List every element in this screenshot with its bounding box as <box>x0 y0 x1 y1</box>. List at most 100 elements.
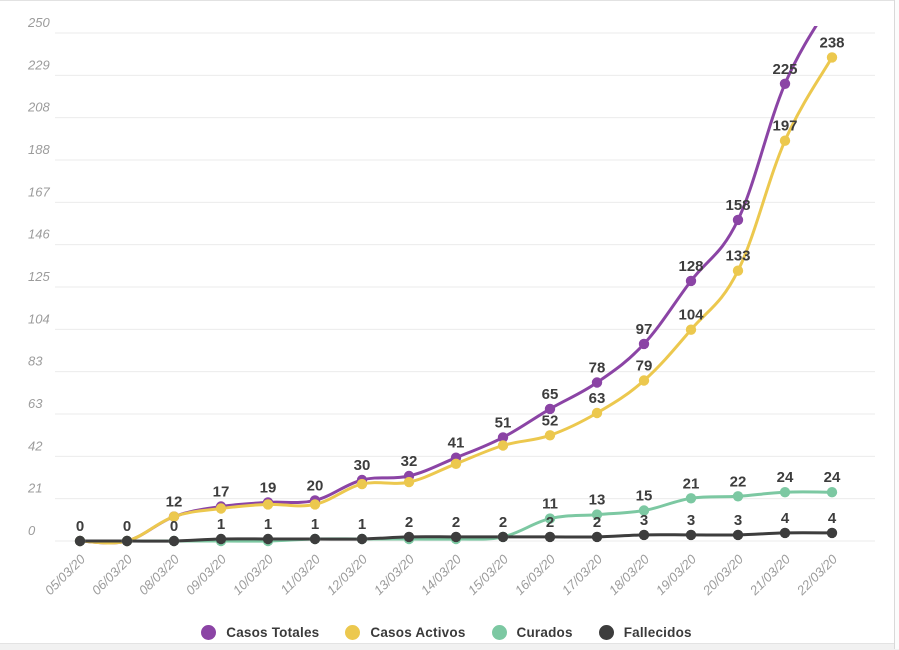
data-point-label: 0 <box>123 518 131 535</box>
data-point-label: 197 <box>772 118 797 135</box>
data-point-label: 1 <box>217 516 225 533</box>
data-point-curados[interactable] <box>732 491 744 502</box>
legend-item-casos-totales[interactable]: Casos Totales <box>201 624 320 640</box>
x-axis-tick-label: 13/03/20 <box>371 551 418 598</box>
x-axis-tick-label: 16/03/20 <box>512 551 559 598</box>
data-point-label: 2 <box>499 514 507 531</box>
y-axis-tick-label: 146 <box>28 227 50 242</box>
data-point-label: 133 <box>725 248 750 265</box>
data-point-label: 32 <box>401 453 418 470</box>
data-point-label: 128 <box>678 258 703 275</box>
data-point-label: 21 <box>683 475 700 492</box>
data-point-fallecidos[interactable] <box>262 533 274 545</box>
line-chart[interactable]: 02142638310412514616718820822925005/03/2… <box>0 0 899 612</box>
x-axis-tick-label: 11/03/20 <box>277 551 323 597</box>
data-point-label: 17 <box>213 484 230 501</box>
data-point-label: 63 <box>589 390 606 407</box>
data-point-curados[interactable] <box>544 513 556 524</box>
data-point-casos-activos[interactable] <box>262 499 274 510</box>
data-point-fallecidos[interactable] <box>685 529 697 541</box>
data-point-fallecidos[interactable] <box>450 531 462 543</box>
data-point-label: 2 <box>405 514 413 531</box>
data-point-casos-totales[interactable] <box>591 377 603 388</box>
data-point-casos-activos[interactable] <box>685 324 697 335</box>
data-point-curados[interactable] <box>591 509 603 520</box>
data-point-casos-activos[interactable] <box>497 440 509 451</box>
data-point-label: 51 <box>495 414 512 431</box>
legend-label-casos-totales: Casos Totales <box>226 624 320 640</box>
x-axis-tick-label: 20/03/20 <box>699 551 747 599</box>
series-line-casos-activos <box>78 55 834 545</box>
fallecidos-swatch-icon <box>598 624 614 640</box>
data-point-curados[interactable] <box>826 487 838 498</box>
x-axis-tick-label: 21/03/20 <box>746 551 794 599</box>
data-point-casos-activos[interactable] <box>779 135 791 146</box>
x-axis-tick-label: 17/03/20 <box>559 551 606 598</box>
data-point-label: 78 <box>589 360 606 377</box>
data-point-fallecidos[interactable] <box>309 533 321 545</box>
data-point-casos-totales[interactable] <box>544 403 556 415</box>
data-point-fallecidos[interactable] <box>121 535 133 547</box>
y-axis-tick-label: 42 <box>28 438 43 453</box>
data-point-casos-activos[interactable] <box>168 511 180 522</box>
data-point-casos-activos[interactable] <box>309 499 321 510</box>
data-point-fallecidos[interactable] <box>591 531 603 543</box>
data-point-curados[interactable] <box>638 505 650 516</box>
legend-label-casos-activos: Casos Activos <box>370 624 466 640</box>
data-point-curados[interactable] <box>779 487 791 498</box>
legend-label-curados: Curados <box>516 624 573 640</box>
vertical-scrollbar[interactable] <box>894 0 899 649</box>
data-point-fallecidos[interactable] <box>356 533 368 545</box>
legend-item-curados[interactable]: Curados <box>491 624 573 640</box>
data-point-casos-activos[interactable] <box>403 476 415 488</box>
data-point-casos-activos[interactable] <box>826 52 838 63</box>
data-point-fallecidos[interactable] <box>544 531 556 543</box>
data-point-fallecidos[interactable] <box>168 535 180 547</box>
data-point-label: 2 <box>593 514 601 531</box>
x-axis-tick-label: 10/03/20 <box>230 551 277 598</box>
y-axis-tick-label: 167 <box>28 184 50 199</box>
data-point-label: 3 <box>734 512 742 529</box>
data-point-casos-activos[interactable] <box>215 503 227 514</box>
data-point-fallecidos[interactable] <box>403 531 415 543</box>
data-point-casos-activos[interactable] <box>638 375 650 386</box>
data-point-casos-activos[interactable] <box>356 478 368 490</box>
data-point-fallecidos[interactable] <box>497 531 509 543</box>
data-point-label: 24 <box>777 469 794 486</box>
data-point-casos-totales[interactable] <box>638 338 650 350</box>
legend-item-fallecidos[interactable]: Fallecidos <box>598 624 692 640</box>
data-point-label: 13 <box>589 492 606 509</box>
data-point-casos-activos[interactable] <box>450 458 462 469</box>
y-axis-tick-label: 250 <box>27 15 50 30</box>
data-point-casos-totales[interactable] <box>685 275 697 287</box>
data-point-casos-activos[interactable] <box>591 407 603 419</box>
data-point-fallecidos[interactable] <box>826 527 838 539</box>
data-point-casos-totales[interactable] <box>732 214 744 226</box>
horizontal-scrollbar[interactable] <box>0 643 899 650</box>
data-point-casos-activos[interactable] <box>732 265 744 276</box>
data-point-label: 1 <box>311 516 319 533</box>
curados-swatch-icon <box>491 624 507 640</box>
data-point-casos-activos[interactable] <box>544 430 556 441</box>
data-point-fallecidos[interactable] <box>638 529 650 541</box>
data-point-label: 65 <box>542 386 559 403</box>
data-point-fallecidos[interactable] <box>215 533 227 545</box>
data-point-label: 19 <box>260 479 277 496</box>
data-point-fallecidos[interactable] <box>74 535 86 547</box>
data-point-fallecidos[interactable] <box>779 527 791 539</box>
data-point-casos-totales[interactable] <box>497 432 509 443</box>
data-point-label: 52 <box>542 412 559 429</box>
legend: Casos Totales Casos Activos Curados Fall… <box>0 619 893 645</box>
legend-label-fallecidos: Fallecidos <box>623 624 692 640</box>
data-point-curados[interactable] <box>685 493 697 504</box>
data-point-casos-totales[interactable] <box>779 78 791 90</box>
data-point-label: 15 <box>636 488 653 505</box>
data-point-label: 41 <box>448 435 465 452</box>
casos-activos-swatch-icon <box>345 624 361 640</box>
y-axis-tick-label: 21 <box>27 481 42 496</box>
data-point-label: 12 <box>166 494 183 511</box>
top-border <box>0 0 899 1</box>
data-point-fallecidos[interactable] <box>732 529 744 541</box>
legend-item-casos-activos[interactable]: Casos Activos <box>345 624 466 640</box>
y-axis-tick-label: 125 <box>28 269 50 284</box>
